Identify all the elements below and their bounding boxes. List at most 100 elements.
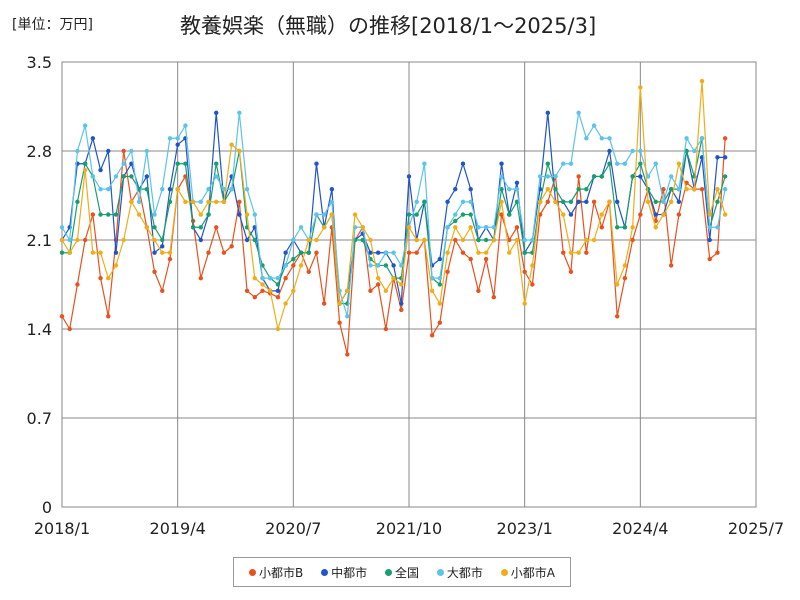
data-point bbox=[692, 186, 697, 192]
data-point bbox=[244, 288, 250, 294]
data-point bbox=[437, 282, 443, 287]
data-point bbox=[314, 237, 319, 243]
data-point bbox=[422, 237, 427, 243]
data-point bbox=[252, 275, 257, 281]
data-point bbox=[530, 263, 535, 268]
data-point bbox=[175, 186, 180, 192]
data-point bbox=[722, 212, 728, 217]
data-point bbox=[584, 250, 589, 255]
data-point bbox=[345, 314, 350, 319]
data-point bbox=[668, 199, 674, 205]
data-point bbox=[129, 174, 134, 179]
data-point bbox=[668, 186, 674, 192]
data-point bbox=[98, 250, 103, 255]
data-point bbox=[615, 282, 620, 287]
data-point bbox=[75, 199, 80, 205]
data-point bbox=[321, 301, 327, 306]
data-point bbox=[244, 237, 250, 243]
data-point bbox=[67, 237, 72, 243]
legend-label: 中都市 bbox=[331, 565, 368, 580]
legend-label: 全国 bbox=[394, 565, 419, 580]
data-point bbox=[638, 85, 643, 90]
data-point bbox=[437, 320, 443, 325]
data-point bbox=[437, 256, 443, 262]
data-point bbox=[98, 186, 103, 192]
data-point bbox=[483, 256, 489, 262]
data-point bbox=[561, 161, 566, 166]
data-point bbox=[722, 186, 728, 192]
data-point bbox=[75, 237, 80, 243]
data-point bbox=[260, 282, 265, 287]
data-point bbox=[514, 199, 520, 205]
data-point bbox=[591, 199, 597, 205]
data-point bbox=[237, 110, 242, 116]
data-point bbox=[630, 225, 635, 230]
data-point bbox=[244, 212, 250, 217]
data-point bbox=[522, 269, 527, 274]
data-point bbox=[615, 161, 620, 166]
data-point bbox=[275, 288, 281, 294]
data-point bbox=[198, 225, 203, 230]
data-point bbox=[306, 237, 311, 243]
data-point bbox=[476, 288, 481, 294]
legend-marker bbox=[248, 568, 256, 576]
data-point bbox=[630, 174, 635, 179]
data-point bbox=[368, 288, 373, 294]
data-point bbox=[129, 148, 134, 154]
data-point bbox=[291, 256, 296, 262]
data-point bbox=[337, 320, 342, 325]
data-point bbox=[499, 199, 504, 205]
data-point bbox=[445, 225, 450, 230]
data-point bbox=[206, 250, 211, 255]
data-point bbox=[113, 212, 119, 217]
data-point bbox=[414, 250, 419, 255]
legend-label: 大都市 bbox=[446, 565, 483, 580]
data-point bbox=[129, 161, 134, 166]
data-point bbox=[522, 250, 527, 255]
data-point bbox=[59, 225, 65, 230]
data-point bbox=[715, 186, 720, 192]
data-point bbox=[298, 263, 304, 268]
data-point bbox=[468, 256, 473, 262]
data-point bbox=[98, 212, 103, 217]
legend-label: 小都市B bbox=[258, 565, 304, 580]
data-point bbox=[707, 212, 712, 217]
data-point bbox=[314, 250, 319, 255]
data-point bbox=[391, 263, 396, 268]
data-point bbox=[429, 288, 435, 294]
data-point bbox=[136, 212, 142, 217]
data-point bbox=[553, 186, 558, 192]
data-point bbox=[283, 250, 288, 255]
data-point bbox=[422, 199, 427, 205]
data-point bbox=[676, 199, 682, 205]
data-point bbox=[645, 199, 651, 205]
data-point bbox=[584, 136, 589, 141]
data-point bbox=[414, 237, 419, 243]
data-point bbox=[437, 301, 443, 306]
data-point bbox=[668, 174, 674, 179]
data-point bbox=[106, 148, 111, 154]
data-point bbox=[268, 275, 273, 281]
data-point bbox=[615, 199, 620, 205]
data-point bbox=[314, 161, 319, 166]
data-point bbox=[260, 288, 265, 294]
data-point bbox=[414, 199, 419, 205]
data-point bbox=[214, 161, 219, 166]
data-point bbox=[329, 212, 335, 217]
data-point bbox=[291, 288, 296, 294]
data-point bbox=[553, 199, 558, 205]
data-point bbox=[699, 136, 705, 141]
data-point bbox=[190, 225, 196, 230]
data-point bbox=[406, 225, 412, 230]
data-point bbox=[537, 174, 543, 179]
data-point bbox=[522, 301, 527, 306]
data-point bbox=[90, 174, 96, 179]
unit-label: [単位：万円] bbox=[12, 17, 93, 33]
data-point bbox=[584, 186, 589, 192]
series-4 bbox=[59, 110, 728, 319]
data-point bbox=[136, 199, 142, 205]
data-point bbox=[106, 275, 111, 281]
data-point bbox=[121, 161, 126, 166]
legend-marker bbox=[321, 568, 329, 576]
data-point bbox=[514, 225, 520, 230]
